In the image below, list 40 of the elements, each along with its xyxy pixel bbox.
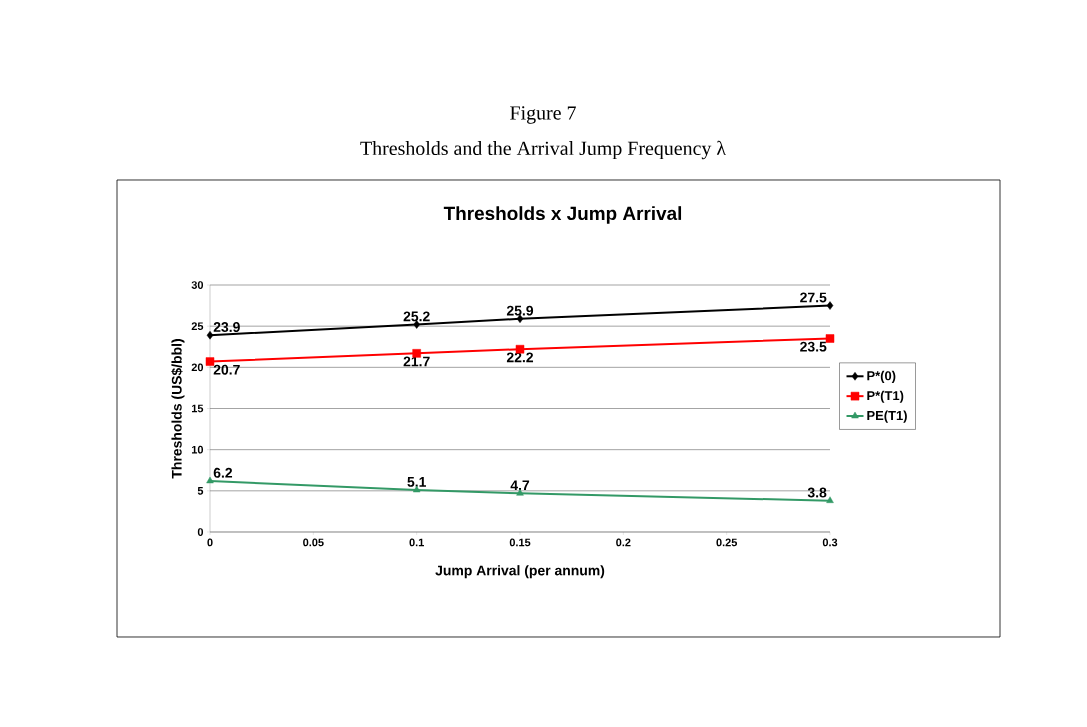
- data-label: 23.9: [213, 322, 240, 333]
- y-tick-label: 0: [197, 528, 204, 536]
- x-tick-label: 0.3: [822, 538, 838, 547]
- x-axis-title: Jump Arrival (per annum): [435, 565, 605, 579]
- data-label: 21.7: [403, 356, 430, 367]
- legend-label: P*(T1): [867, 390, 904, 403]
- data-label: 6.2: [213, 467, 233, 478]
- point: [825, 334, 835, 343]
- data-label: 22.2: [506, 352, 534, 363]
- point: [826, 496, 834, 503]
- data-label: 23.5: [800, 341, 827, 352]
- legend-label: P*(0): [867, 370, 896, 383]
- y-tick-label: 15: [191, 404, 204, 413]
- x-tick-label: 0.1: [409, 538, 424, 547]
- x-tick-label: 0.05: [303, 538, 324, 547]
- x-tick-label: 0.2: [616, 538, 631, 547]
- data-label: 27.5: [800, 292, 827, 303]
- data-label: 4.7: [510, 480, 530, 491]
- legend-label: PE(T1): [867, 410, 907, 423]
- y-tick-label: 25: [191, 322, 204, 331]
- y-tick-label: 5: [197, 487, 204, 495]
- data-label: 25.9: [506, 305, 534, 316]
- y-tick-label: 10: [191, 445, 204, 454]
- point: [206, 476, 214, 484]
- text: Thresholds and the Arrival Jump Frequency λ: [360, 140, 726, 160]
- data-label: 3.8: [807, 487, 827, 498]
- point: [826, 301, 834, 310]
- x-tick-label: 0: [207, 538, 213, 547]
- y-axis-title: Thresholds (US$/bbl): [171, 339, 185, 479]
- data-label: 5.1: [407, 477, 426, 487]
- point: [206, 330, 214, 340]
- x-tick-label: 0.15: [509, 538, 531, 547]
- point: [205, 357, 215, 366]
- chart-title: Thresholds x Jump Arrival: [443, 206, 682, 224]
- data-label: 25.2: [403, 311, 430, 322]
- caption: Figure 7: [510, 106, 576, 124]
- data-label: 20.7: [213, 364, 240, 375]
- y-tick-label: 30: [191, 281, 204, 289]
- x-tick-label: 0.25: [716, 538, 738, 547]
- y-tick-label: 20: [191, 363, 204, 372]
